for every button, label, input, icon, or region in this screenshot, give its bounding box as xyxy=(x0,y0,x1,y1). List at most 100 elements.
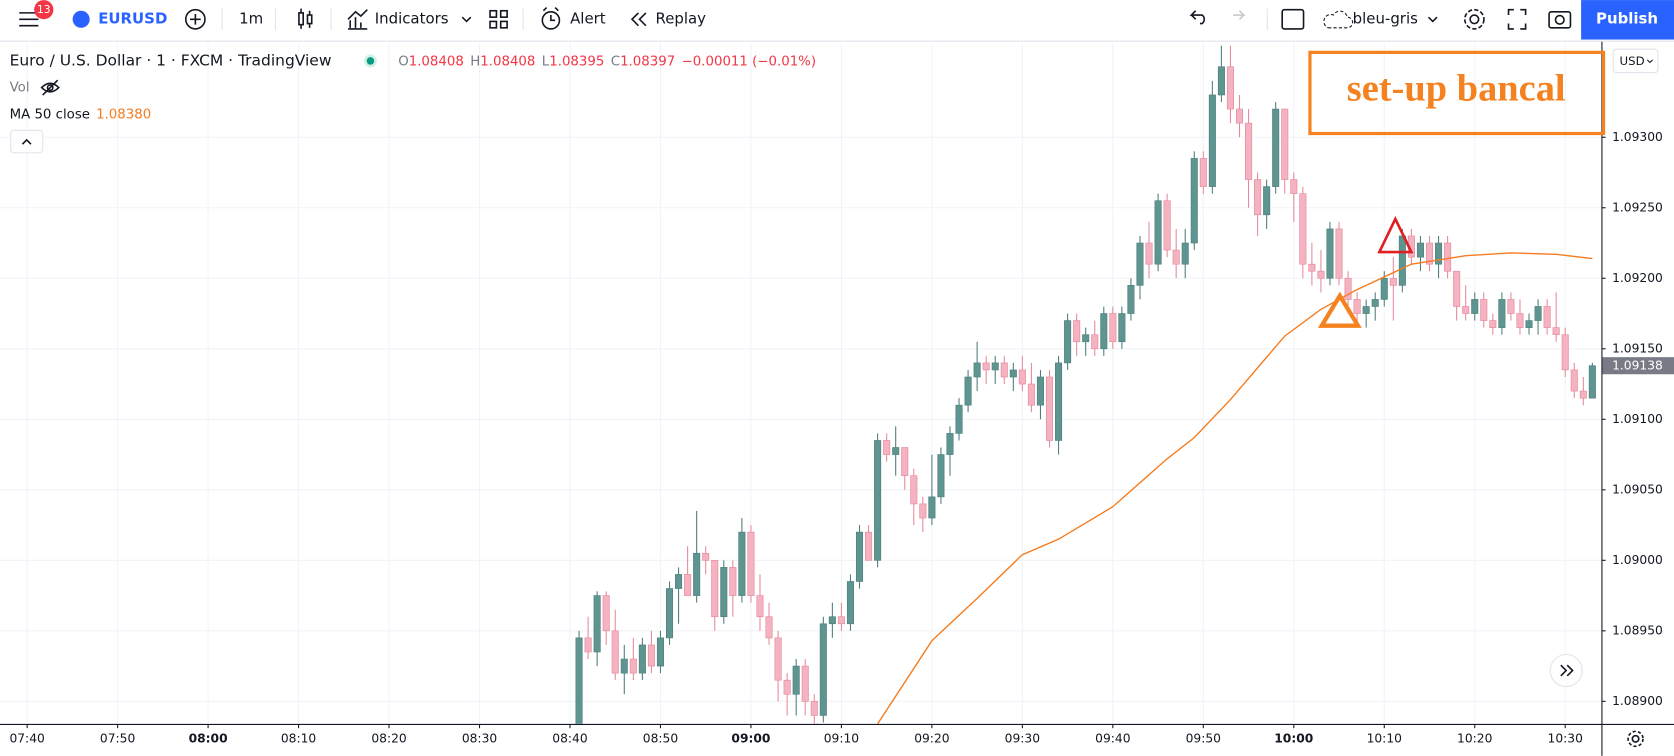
y-tick-label: 1.09100 xyxy=(1612,412,1663,426)
cloud-icon xyxy=(1323,10,1354,29)
candle-body xyxy=(865,531,873,561)
x-tick-label: 09:50 xyxy=(1186,731,1221,745)
interval[interactable]: 1m xyxy=(239,9,263,27)
x-tick-label: 09:40 xyxy=(1095,731,1130,745)
ohlc-value: 1.08397 xyxy=(620,54,675,69)
collapse-button[interactable] xyxy=(10,129,44,154)
publish-button[interactable] xyxy=(1581,0,1674,40)
x-tick-label: 09:30 xyxy=(1005,731,1040,745)
candle-body xyxy=(620,658,628,674)
candle-body xyxy=(955,404,963,434)
y-tick-label: 1.09300 xyxy=(1612,130,1663,144)
candle-body xyxy=(1163,200,1171,251)
annotation-box xyxy=(1308,50,1606,136)
candle-body xyxy=(1425,242,1434,265)
fullscreen-button[interactable] xyxy=(1507,8,1527,30)
layout-name[interactable]: bleu-gris xyxy=(1353,9,1418,27)
axis-settings[interactable] xyxy=(1627,730,1644,748)
candle-body xyxy=(1226,66,1234,110)
hide-icon[interactable] xyxy=(40,79,60,96)
candle-body xyxy=(1136,242,1144,286)
candle-body xyxy=(1498,299,1506,328)
candle-body xyxy=(1199,158,1207,187)
templates-button[interactable] xyxy=(489,9,508,29)
candle-body xyxy=(1045,376,1054,441)
candle-body xyxy=(1009,369,1017,378)
candle-body xyxy=(1516,313,1524,328)
notification-badge xyxy=(34,0,54,20)
candle-body xyxy=(1245,122,1253,180)
ohlc-key: H xyxy=(470,54,480,69)
y-tick-label: 1.09250 xyxy=(1612,200,1663,214)
x-tick-label: 10:30 xyxy=(1548,731,1583,745)
candle-body xyxy=(684,574,692,596)
redo[interactable] xyxy=(1233,10,1246,20)
chevron[interactable] xyxy=(1427,16,1438,23)
ohlc-key: L xyxy=(542,54,550,69)
candle-body xyxy=(1435,242,1443,265)
candle-body xyxy=(801,665,809,702)
candle-body xyxy=(1272,108,1280,187)
candle-body xyxy=(747,531,755,596)
settings-button[interactable] xyxy=(1463,8,1485,30)
toolbar: 13 EURUSD 1m Indicators Alert Replay ble… xyxy=(0,0,1674,42)
candle-body xyxy=(982,362,990,371)
ohlc-change: −0.00011 (−0.01%) xyxy=(682,54,816,69)
chart-type-button[interactable] xyxy=(298,8,313,29)
currency-button[interactable] xyxy=(1612,48,1659,74)
candle-body xyxy=(665,588,674,639)
candle-body xyxy=(1335,228,1343,279)
candle-body xyxy=(837,616,845,625)
series-title: Euro / U.S. Dollar · 1 · FXCM · TradingV… xyxy=(10,51,332,69)
candle-body xyxy=(1344,277,1352,300)
snapshot-button[interactable] xyxy=(1548,11,1572,29)
ohlc-value: 1.08408 xyxy=(480,54,535,69)
x-tick-label: 08:00 xyxy=(189,731,228,745)
candle-body xyxy=(575,637,583,724)
x-tick-label: 10:20 xyxy=(1457,731,1492,745)
candle-body xyxy=(1190,158,1198,244)
candle-body xyxy=(919,503,927,519)
candle-body xyxy=(937,454,945,498)
candle-body xyxy=(629,658,637,674)
candle-body xyxy=(1552,327,1560,336)
y-tick-label: 1.09200 xyxy=(1612,271,1663,285)
candle-body xyxy=(1208,94,1216,187)
candle-body xyxy=(1471,299,1479,314)
y-tick-label: 1.08950 xyxy=(1612,623,1663,637)
candle-body xyxy=(964,376,972,406)
candle-body xyxy=(675,574,683,589)
candle-body xyxy=(1127,285,1135,314)
compare-button[interactable] xyxy=(184,8,206,30)
candle-body xyxy=(1353,299,1361,314)
scroll-button[interactable] xyxy=(1549,653,1583,688)
publish-label: Publish xyxy=(1596,9,1658,27)
candle-body xyxy=(1570,369,1578,392)
candle-body xyxy=(783,679,791,695)
ohlc-key: C xyxy=(611,54,620,69)
symbol-flag xyxy=(72,10,90,28)
layout-button[interactable] xyxy=(1281,8,1305,30)
candle-body xyxy=(1489,320,1497,328)
replay-button[interactable]: Replay xyxy=(630,9,707,27)
x-tick-label: 09:20 xyxy=(914,731,949,745)
candle-body xyxy=(973,362,981,378)
candle-body xyxy=(656,637,664,667)
indicators-label: Indicators xyxy=(375,9,449,27)
candle-body xyxy=(1064,320,1072,364)
replay-label: Replay xyxy=(656,9,707,27)
chevron[interactable] xyxy=(461,16,472,23)
undo[interactable] xyxy=(1189,10,1206,25)
moving-average xyxy=(877,252,1593,724)
candle-body xyxy=(819,623,827,716)
candle-body xyxy=(910,475,918,505)
annotation-text: set-up bancal xyxy=(1347,68,1566,110)
indicators-button[interactable]: Indicators xyxy=(347,9,449,30)
symbol[interactable]: EURUSD xyxy=(98,9,167,27)
candle-body xyxy=(1109,313,1117,343)
candle-body xyxy=(1380,277,1388,300)
alert-button[interactable]: Alert xyxy=(541,6,606,30)
x-tick-label: 10:10 xyxy=(1367,731,1402,745)
candle-body xyxy=(1299,193,1307,265)
